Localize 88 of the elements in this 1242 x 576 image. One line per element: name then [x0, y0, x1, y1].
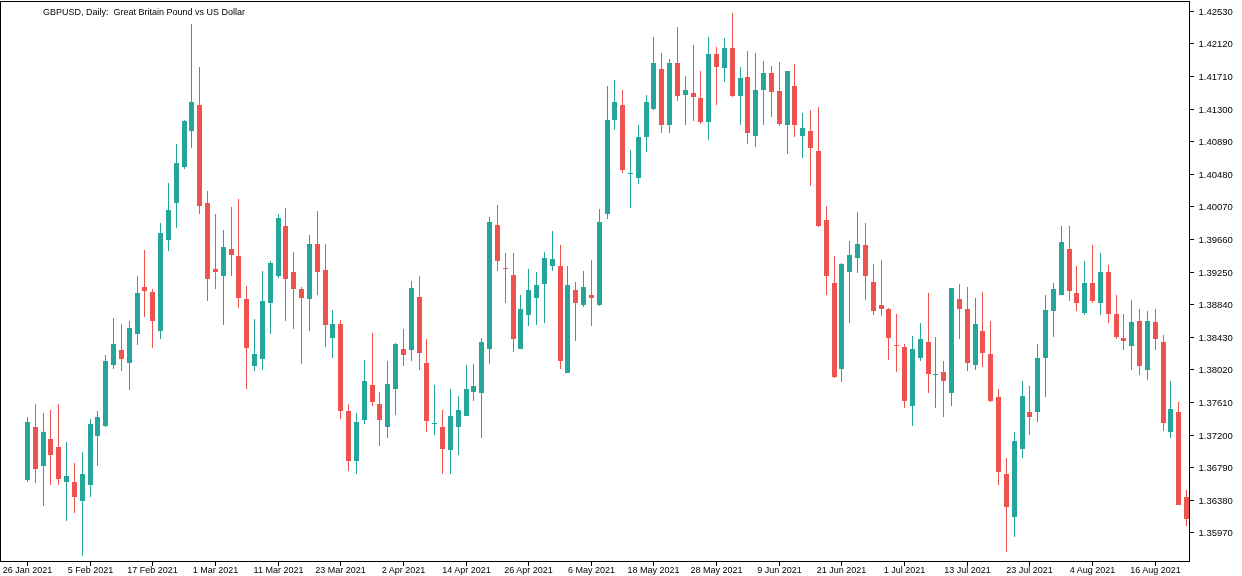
candlestick [1074, 265, 1079, 312]
candlestick [918, 322, 923, 362]
candlestick [941, 360, 946, 418]
candlestick [401, 328, 406, 367]
x-tick-label: 13 Jul 2021 [944, 565, 991, 575]
candlestick [432, 384, 437, 436]
candlestick [573, 281, 578, 342]
y-tick-label: 1.40070 [1198, 201, 1233, 212]
candlestick [1051, 282, 1056, 338]
x-tick-label: 26 Apr 2021 [504, 565, 553, 575]
x-tick-label: 28 May 2021 [690, 565, 743, 575]
x-tick-label: 5 Feb 2021 [67, 565, 114, 575]
x-tick-label: 9 Jun 2021 [757, 565, 802, 575]
y-tick-label: 1.42530 [1198, 6, 1233, 17]
candlestick [48, 409, 53, 486]
candlestick [119, 323, 124, 372]
y-tick-label: 1.35970 [1198, 527, 1233, 538]
candlestick [213, 213, 218, 290]
candlestick [1090, 244, 1095, 304]
candlestick [95, 410, 100, 467]
y-tick-label: 1.41300 [1198, 104, 1233, 115]
y-tick-label: 1.41710 [1198, 71, 1233, 82]
candlestick [738, 66, 743, 126]
x-tick-label: 23 Mar 2021 [315, 565, 366, 575]
x-tick-label: 2 Apr 2021 [381, 565, 426, 575]
text: GBPUSD, Daily: Great Britain Pound vs US Dollar [43, 7, 246, 17]
candlestick [714, 46, 719, 106]
candlestick [370, 332, 375, 407]
x-tick-label: 18 May 2021 [627, 565, 680, 575]
candlestick [299, 286, 304, 365]
y-tick-label: 1.39660 [1198, 234, 1233, 245]
candlestick [1168, 380, 1173, 439]
candlestick [761, 60, 766, 126]
candlestick [534, 271, 539, 326]
candlestick [612, 79, 617, 131]
candlestick [589, 259, 594, 327]
candlestick [440, 409, 445, 475]
candlestick [691, 44, 696, 122]
y-tick-label: 1.36790 [1198, 462, 1233, 473]
candlestick [581, 270, 586, 308]
candlestick [722, 37, 727, 83]
y-tick-label: 1.40480 [1198, 169, 1233, 180]
candlestick [456, 395, 461, 456]
x-tick-label: 1 Mar 2021 [192, 565, 239, 575]
candlestick [471, 363, 476, 402]
candlestick [879, 259, 884, 317]
x-tick-label: 26 Jan 2021 [2, 565, 53, 575]
y-tick-label: 1.38840 [1198, 299, 1233, 310]
candlestick [64, 441, 69, 522]
candlestick [330, 309, 335, 358]
x-tick-label: 14 Apr 2021 [442, 565, 491, 575]
y-tick-label: 1.40890 [1198, 136, 1233, 147]
candlestick [1121, 313, 1126, 351]
candlestick [252, 318, 257, 372]
candlestick [628, 149, 633, 209]
candlestick [142, 249, 147, 318]
x-tick-label: 6 May 2021 [567, 565, 616, 575]
x-tick-label: 21 Jun 2021 [816, 565, 867, 575]
x-tick-label: 16 Aug 2021 [1130, 565, 1181, 575]
candlestick [808, 109, 813, 187]
candlestick [957, 283, 962, 340]
y-tick-label: 1.36380 [1198, 495, 1233, 506]
candlestick [1153, 308, 1158, 351]
candlestick [855, 211, 860, 274]
candlestick [1114, 294, 1119, 340]
y-tick-label: 1.39250 [1198, 267, 1233, 278]
candlestick [769, 65, 774, 118]
x-tick-label: 4 Aug 2021 [1069, 565, 1116, 575]
x-tick-label: 11 Mar 2021 [253, 565, 304, 575]
x-tick-label: 17 Feb 2021 [127, 565, 178, 575]
candlestick [550, 230, 555, 272]
candlestick [229, 206, 234, 277]
x-tick-label: 23 Jul 2021 [1006, 565, 1053, 575]
y-tick-label: 1.37610 [1198, 397, 1233, 408]
y-tick-label: 1.38430 [1198, 332, 1233, 343]
candlestick [683, 75, 688, 126]
candlestick [847, 240, 852, 324]
x-tick-label: 1 Jul 2021 [883, 565, 926, 575]
candlestick [980, 291, 985, 368]
candlestick [291, 251, 296, 330]
candlestick [800, 112, 805, 159]
y-tick-label: 1.42120 [1198, 38, 1233, 49]
candlestick [111, 317, 116, 370]
candlestick [72, 462, 77, 514]
candlestick [933, 336, 938, 409]
y-tick-label: 1.38020 [1198, 364, 1233, 375]
y-tick-label: 1.37200 [1198, 430, 1233, 441]
candlestick [377, 391, 382, 447]
